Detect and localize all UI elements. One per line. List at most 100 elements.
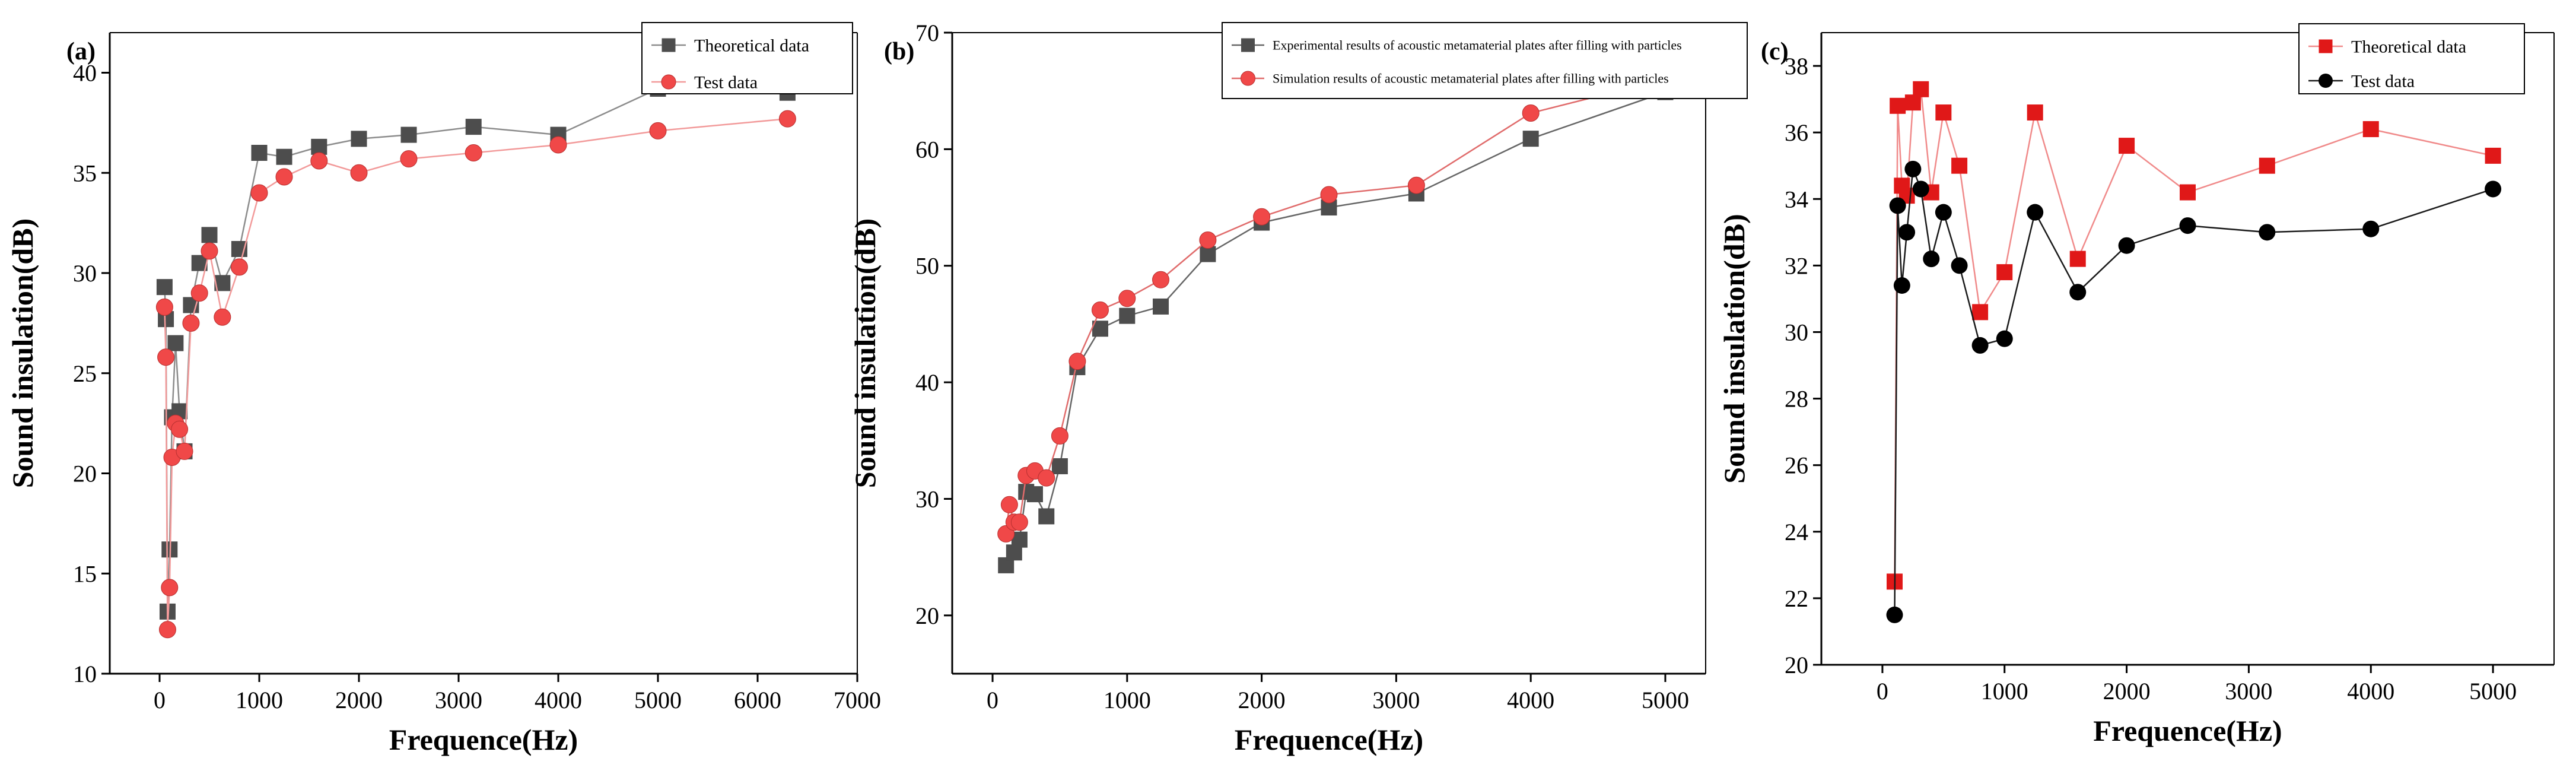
legend: Theoretical data Test data [641, 22, 853, 94]
data-point [167, 335, 184, 351]
data-point [1935, 104, 1952, 121]
x-axis-title: Frequence(Hz) [1235, 723, 1423, 756]
legend-label: Simulation results of acoustic metamater… [1273, 71, 1669, 86]
data-point [1119, 307, 1136, 324]
y-tick-label: 26 [1785, 452, 1808, 479]
legend-label: Theoretical data [694, 36, 809, 56]
x-axis-title: Frequence(Hz) [2093, 714, 2282, 747]
data-point [2069, 250, 2086, 267]
chart-a: 0 1000 2000 3000 4000 5000 6000 7000 10 15 20 25 30 3… [6, 22, 881, 756]
data-point [251, 145, 268, 161]
data-point [2119, 138, 2135, 154]
x-tick-label: 3000 [2225, 678, 2272, 705]
y-tick-label: 20 [1785, 652, 1808, 678]
data-point [1904, 160, 1922, 177]
data-point [2362, 220, 2380, 237]
legend-label: Test data [694, 73, 758, 93]
data-point [350, 164, 368, 182]
data-point [155, 298, 173, 316]
x-tick-label: 5000 [634, 687, 682, 713]
data-point [1038, 508, 1055, 525]
series-2 [997, 71, 1674, 543]
x-tick-label: 0 [987, 687, 998, 713]
y-tick-label: 15 [73, 560, 97, 587]
data-point [1913, 81, 1929, 97]
data-point [182, 314, 200, 332]
data-point [400, 150, 418, 168]
data-point [1091, 301, 1109, 319]
y-tick-label: 22 [1785, 585, 1808, 612]
x-tick-label: 1000 [1103, 687, 1151, 713]
x-tick-label: 2000 [335, 687, 383, 713]
y-tick-label: 30 [915, 486, 939, 512]
y-tick-label: 60 [915, 136, 939, 163]
y-tick-label: 25 [73, 360, 97, 387]
data-point [1886, 606, 1903, 623]
series-line [164, 118, 788, 630]
x-axis-title: Frequence(Hz) [389, 723, 578, 756]
data-point [1889, 197, 1906, 214]
data-point [400, 126, 417, 143]
legend-label: Test data [2351, 72, 2415, 91]
data-point [1051, 458, 1068, 474]
data-point [1038, 469, 1055, 487]
x-tick-label: 3000 [1372, 687, 1420, 713]
x-tick-label: 1000 [236, 687, 283, 713]
data-point [1893, 277, 1910, 294]
data-point [549, 136, 567, 154]
legend-marker [661, 74, 676, 90]
data-point [2259, 157, 2275, 174]
data-point [649, 122, 667, 139]
data-point [2485, 147, 2501, 164]
data-point [2180, 184, 2196, 201]
data-point [1026, 486, 1043, 503]
x-tick-label: 0 [154, 687, 166, 713]
chart-c: 0 1000 2000 3000 4000 5000 20 22 24 26 28 30 32 34 36 3… [1718, 23, 2555, 747]
data-point [1253, 208, 1271, 226]
data-point [1092, 321, 1108, 337]
data-point [465, 119, 482, 135]
data-point [171, 420, 189, 438]
data-point [1320, 186, 1338, 204]
data-point [214, 308, 231, 326]
data-point [310, 152, 328, 170]
panel-label: (a) [66, 38, 96, 65]
y-tick-label: 38 [1785, 53, 1808, 80]
data-point [351, 131, 367, 147]
data-point [1923, 250, 1940, 268]
data-point [176, 442, 193, 460]
x-tick-label: 2000 [2103, 678, 2151, 705]
data-point [2069, 284, 2087, 301]
data-point [161, 579, 179, 597]
data-point [311, 138, 327, 155]
x-tick-label: 3000 [435, 687, 482, 713]
legend-marker [1241, 71, 1255, 86]
y-tick-label: 40 [73, 60, 97, 87]
data-point [201, 227, 218, 243]
data-point [1522, 131, 1539, 147]
series-1 [156, 81, 796, 620]
x-tick-label: 2000 [1238, 687, 1286, 713]
y-tick-label: 35 [73, 160, 97, 186]
data-point [1951, 257, 1968, 274]
data-point [1051, 427, 1068, 445]
y-tick-label: 36 [1785, 119, 1808, 146]
chart-b: 0 1000 2000 3000 4000 5000 20 30 40 50 60 70 Frequen… [848, 20, 1748, 756]
data-point [2027, 204, 2044, 221]
legend-marker [1241, 38, 1255, 52]
x-tick-label: 7000 [834, 687, 881, 713]
y-tick-label: 40 [915, 369, 939, 396]
y-axis-title: Sound insulation(dB) [6, 218, 39, 488]
series-line [1894, 169, 2494, 615]
data-point [2118, 237, 2135, 254]
data-point [1068, 353, 1086, 370]
data-point [2259, 224, 2276, 241]
series-1 [1887, 81, 2501, 590]
data-point [190, 284, 208, 302]
data-point [1000, 496, 1018, 513]
data-point [1912, 180, 1929, 198]
data-point [2485, 180, 2502, 198]
y-tick-label: 28 [1785, 386, 1808, 413]
data-point [201, 242, 218, 260]
